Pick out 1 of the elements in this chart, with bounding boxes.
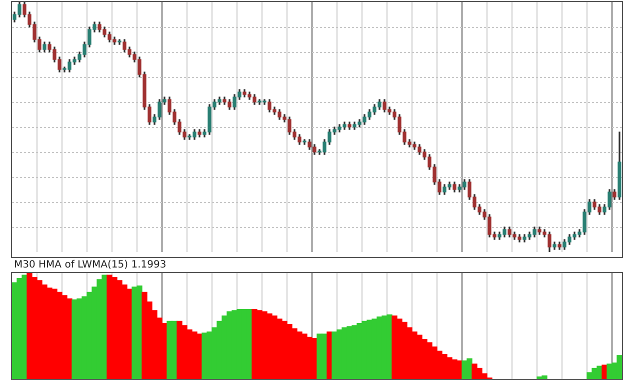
chart-title: M30 HMA of LWMA(15) 1.1993 (14, 260, 166, 271)
